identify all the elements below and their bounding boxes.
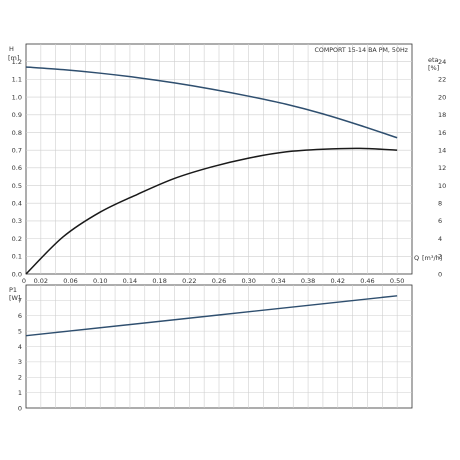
y-tick-label: 7: [18, 297, 22, 305]
y2-tick-label: 24: [438, 58, 446, 66]
y-tick-label: 4: [18, 343, 22, 351]
y-tick-label: 0: [18, 404, 22, 412]
power-ticks: 0 1 2 3 4 5 6 7: [18, 297, 22, 413]
x-axis-label-q: Q: [414, 254, 419, 262]
y-tick-label: 0.2: [12, 235, 22, 243]
head-efficiency-grid: [26, 44, 412, 274]
power-panel: 0 1 2 3 4 5 6 7 P1 [W]: [9, 284, 413, 413]
y2-axis-unit-percent: [%]: [428, 64, 439, 72]
x-tick-label: 0.22: [182, 277, 196, 285]
y-tick-label: 5: [18, 327, 22, 335]
y-tick-label: 2: [18, 374, 22, 382]
y-tick-label: 1.2: [12, 58, 22, 66]
power-grid: [26, 285, 412, 408]
x-tick-label: 0.06: [63, 277, 77, 285]
y2-tick-label: 10: [438, 182, 446, 190]
y-tick-label: 1: [18, 389, 22, 397]
y2-axis-label-eta: eta: [428, 56, 439, 64]
power-series: [25, 295, 398, 337]
y-tick-label: 0.6: [12, 164, 22, 172]
x-axis-origin-label: 0: [22, 277, 26, 285]
y-axis-label-p1: P1: [9, 286, 17, 294]
x-tick-label: 0.18: [152, 277, 166, 285]
efficiency-curve: [25, 147, 398, 275]
y2-tick-label: 16: [438, 129, 446, 137]
x-tick-label: 0.26: [212, 277, 226, 285]
y-axis-unit-w: [W]: [9, 294, 21, 302]
x-tick-label: 0.38: [301, 277, 315, 285]
y2-tick-label: 12: [438, 164, 446, 172]
y2-tick-label: 18: [438, 111, 446, 119]
y-tick-label: 0.8: [12, 129, 22, 137]
x-tick-label: 0.10: [93, 277, 107, 285]
y-tick-label: 0.4: [12, 200, 22, 208]
y-tick-label: 0.1: [12, 253, 22, 261]
y-tick-label: 0.9: [12, 111, 22, 119]
x-tick-label: 0.50: [390, 277, 404, 285]
x-axis-unit: [m³/h]: [422, 254, 442, 262]
power-curve: [25, 295, 398, 337]
head-efficiency-panel: 0.0 0.1 0.2 0.3 0.4 0.5 0.6 0.7 0.8 0.9 1.0 1.1 1.2 0…: [8, 43, 447, 285]
head-curve: [25, 66, 398, 139]
y2-tick-label: 4: [438, 235, 442, 243]
y-tick-label: 3: [18, 358, 22, 366]
y2-tick-label: 20: [438, 93, 446, 101]
y-tick-label: 0.3: [12, 217, 22, 225]
head-efficiency-ticks: 0.0 0.1 0.2 0.3 0.4 0.5 0.6 0.7 0.8 0.9 1.0 1.1 1.2 0…: [12, 58, 447, 285]
x-tick-label: 0.46: [360, 277, 374, 285]
y2-tick-label: 6: [438, 217, 442, 225]
head-efficiency-series: [25, 66, 398, 275]
y-axis-unit-m: [m]: [8, 54, 19, 62]
y-tick-label: 0.5: [12, 182, 22, 190]
y2-tick-label: 8: [438, 200, 442, 208]
chart-title: COMPORT 15-14 BA PM, 50Hz: [314, 47, 408, 54]
x-tick-label: 0.14: [123, 277, 137, 285]
y2-tick-label: 2: [438, 253, 442, 261]
y2-tick-label: 14: [438, 146, 446, 154]
y2-tick-label: 22: [438, 76, 446, 84]
y-tick-label: 0.7: [12, 146, 22, 154]
y2-tick-label: 0: [438, 270, 442, 278]
x-tick-label: 0.34: [271, 277, 285, 285]
y-tick-label: 0.0: [12, 270, 22, 278]
y-tick-label: 1.1: [12, 76, 22, 84]
x-tick-label: 0.42: [331, 277, 345, 285]
y-axis-label-h: H: [9, 45, 14, 53]
y-tick-label: 6: [18, 312, 22, 320]
y-tick-label: 1.0: [12, 93, 22, 101]
x-tick-label: 0.30: [241, 277, 255, 285]
x-tick-label: 0.02: [34, 277, 48, 285]
